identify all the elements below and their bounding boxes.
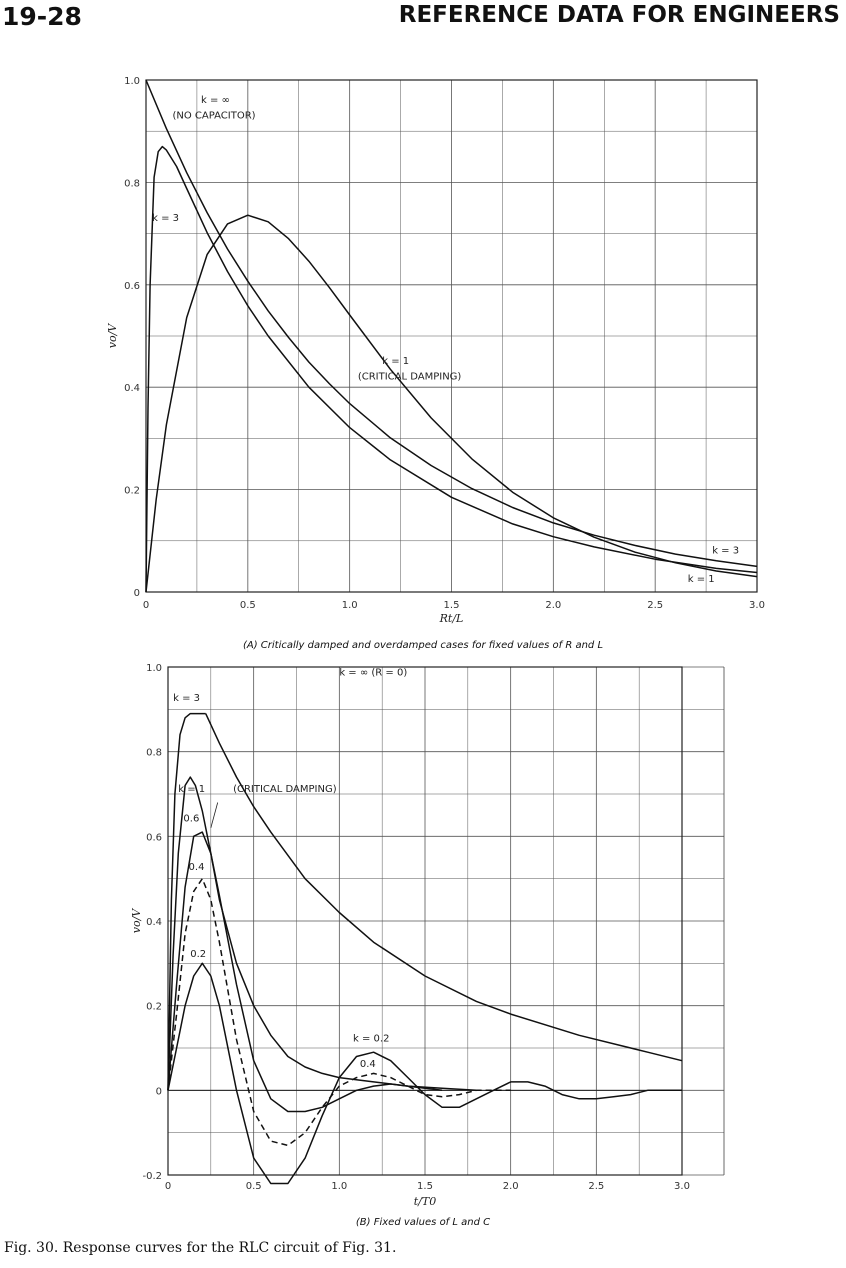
chart-a: 0 0.5 1.0 1.5 2.0 2.5 3.0 0 0.2 0.4 0.6 0.8 1.0 Rt/L v… bbox=[106, 76, 765, 625]
y-tick-label: 0.8 bbox=[124, 178, 140, 189]
x-tick-label: 1.5 bbox=[444, 600, 460, 611]
y-axis-label: vo/V bbox=[130, 908, 143, 934]
y-axis-label: vo/V bbox=[106, 323, 119, 349]
y-tick-label: 0.6 bbox=[124, 281, 140, 292]
annotation-critical-damping: (CRITICAL DAMPING) bbox=[358, 372, 462, 383]
annotation-k1: k = 1 bbox=[382, 356, 409, 367]
y-tick-label: 0.2 bbox=[146, 1002, 162, 1013]
plot-frame bbox=[145, 79, 758, 593]
x-tick-label: 2.0 bbox=[503, 1181, 519, 1192]
annotation-0-4: 0.4 bbox=[189, 862, 205, 873]
x-tick-label: 0.5 bbox=[240, 600, 256, 611]
x-tick-label: 3.0 bbox=[674, 1181, 690, 1192]
x-tick-label: 2.5 bbox=[647, 600, 663, 611]
chart-b: 0 0.5 1.0 1.5 2.0 2.5 3.0-0.200.20.40.60.81.0t… bbox=[130, 663, 725, 1208]
annotation-0-6: 0.6 bbox=[183, 814, 199, 825]
chart-b-caption: (B) Fixed values of L and C bbox=[355, 1217, 491, 1228]
series-line-1 bbox=[145, 145, 758, 593]
annotation-k1: k = 1 bbox=[178, 784, 205, 795]
x-tick-label: 0 bbox=[143, 600, 149, 611]
y-tick-label: 0.8 bbox=[146, 748, 162, 759]
y-tick-label: 0 bbox=[134, 588, 140, 599]
y-tick-label: 1.0 bbox=[146, 663, 162, 674]
y-tick-label: 0.4 bbox=[146, 917, 162, 928]
annotation-k1-right: k = 1 bbox=[688, 574, 715, 585]
x-axis-label: Rt/L bbox=[439, 612, 464, 625]
y-tick-label: 0 bbox=[156, 1086, 162, 1097]
annotation-leader bbox=[210, 802, 219, 828]
x-axis-label: t/T0 bbox=[414, 1195, 436, 1208]
x-tick-label: 2.5 bbox=[588, 1181, 604, 1192]
series-line-2 bbox=[145, 214, 758, 593]
annotation-k-inf: k = ∞ bbox=[201, 95, 230, 106]
series-line-0 bbox=[145, 79, 758, 568]
figure-caption: Fig. 30. Response curves for the RLC cir… bbox=[4, 1240, 397, 1256]
y-tick-label: 1.0 bbox=[124, 76, 140, 87]
annotation-k3-right: k = 3 bbox=[712, 546, 739, 557]
annotation-k-0-2: k = 0.2 bbox=[353, 1034, 389, 1045]
x-tick-label: 1.0 bbox=[331, 1181, 347, 1192]
x-tick-label: 3.0 bbox=[749, 600, 765, 611]
series-line-4 bbox=[167, 877, 511, 1147]
series-line-3 bbox=[167, 831, 443, 1113]
annotation-k3-left: k = 3 bbox=[152, 213, 179, 224]
annotation-k3: k = 3 bbox=[173, 693, 200, 704]
series-line-2 bbox=[167, 776, 477, 1092]
annotation-k-inf: k = ∞ (R = 0) bbox=[339, 667, 407, 678]
series-line-5 bbox=[167, 962, 682, 1185]
y-tick-label: 0.2 bbox=[124, 486, 140, 497]
annotation-0-4-right: 0.4 bbox=[360, 1059, 376, 1070]
y-tick-label: -0.2 bbox=[142, 1171, 162, 1182]
series-line-1 bbox=[167, 712, 206, 1091]
page-header: 19-28 REFERENCE DATA FOR ENGINEERS bbox=[0, 0, 846, 36]
y-tick-label: 0.4 bbox=[124, 383, 140, 394]
annotation-0-2: 0.2 bbox=[190, 949, 206, 960]
page-title: REFERENCE DATA FOR ENGINEERS bbox=[398, 2, 840, 28]
chart-a-caption: (A) Critically damped and overdamped cas… bbox=[242, 640, 604, 651]
series-line-0 bbox=[205, 713, 683, 1062]
x-tick-label: 1.0 bbox=[342, 600, 358, 611]
plot-frame bbox=[167, 666, 683, 1176]
x-tick-label: 1.5 bbox=[417, 1181, 433, 1192]
page-number: 19-28 bbox=[2, 2, 82, 31]
annotation-no-capacitor: (NO CAPACITOR) bbox=[172, 110, 255, 121]
x-tick-label: 0.5 bbox=[246, 1181, 262, 1192]
x-tick-label: 2.0 bbox=[545, 600, 561, 611]
x-tick-label: 0 bbox=[165, 1181, 171, 1192]
annotation-critical-damping: (CRITICAL DAMPING) bbox=[233, 784, 337, 795]
y-tick-label: 0.6 bbox=[146, 832, 162, 843]
